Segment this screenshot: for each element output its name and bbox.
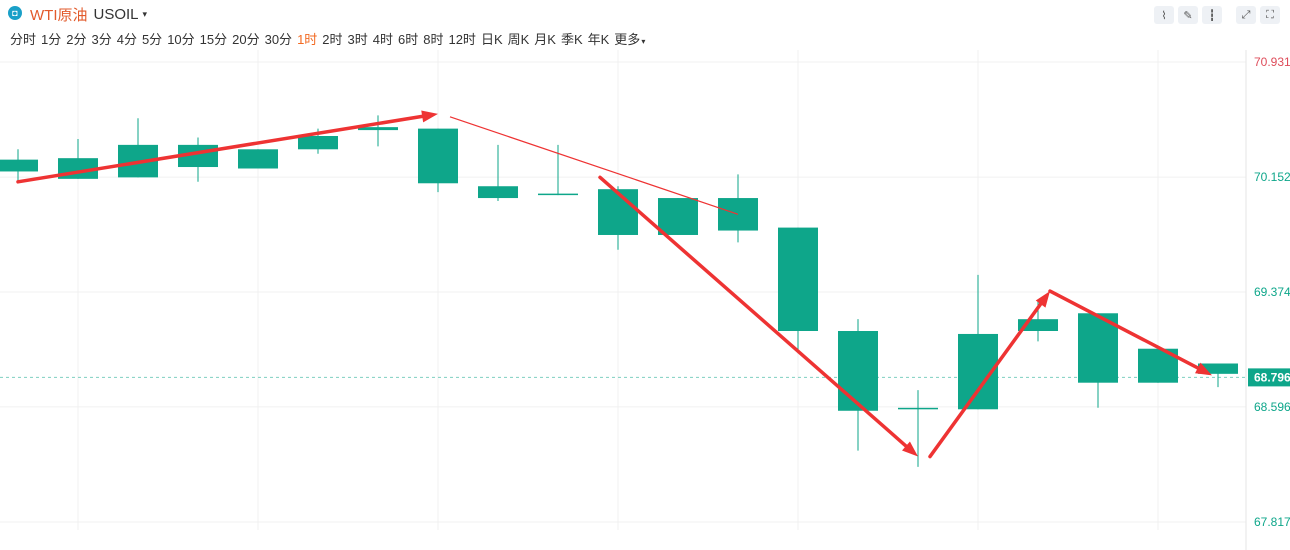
fullscreen-icon[interactable]: ⛶	[1260, 6, 1280, 24]
chart-header: ◘ WTI原油 USOIL ▾ 分时 1分 2分 3分 4分 5分 10分 15分 20分 30分…	[0, 0, 1290, 50]
period-tab[interactable]: 季K	[560, 32, 583, 47]
period-tab[interactable]: 8时	[423, 32, 444, 47]
annotation-arrow-head	[421, 110, 438, 123]
period-tab[interactable]: 6时	[398, 32, 419, 47]
period-tab[interactable]: 1时	[297, 32, 318, 47]
candle-type-icon[interactable]: ┇	[1202, 6, 1222, 24]
candle-body	[1198, 363, 1238, 374]
chevron-down-icon: ▾	[641, 37, 646, 46]
y-axis-tick-label: 67.817	[1254, 515, 1290, 529]
candle-body	[418, 128, 458, 184]
candle-body	[238, 149, 278, 169]
toolbar: ⌇ ✎ ┇ ⤢ ⛶	[1150, 6, 1280, 24]
current-price-label: 68.796	[1254, 370, 1290, 384]
y-axis-tick-label: 70.931	[1254, 55, 1290, 69]
y-axis-tick-label: 68.596	[1254, 400, 1290, 414]
period-tab[interactable]: 周K	[507, 32, 530, 47]
y-axis-tick-label: 69.374	[1254, 285, 1290, 299]
draw-pen-icon[interactable]: ✎	[1178, 6, 1198, 24]
annotation-arrow-shaft	[16, 114, 424, 184]
candle-body	[538, 193, 578, 196]
instrument-name: WTI原油	[30, 6, 88, 24]
period-tabs: 分时 1分 2分 3分 4分 5分 10分 15分 20分 30分 1时 2时 3时 4时 6时 8时 12时日…	[10, 29, 650, 48]
period-tab[interactable]: 更多▾	[614, 32, 646, 47]
period-tab[interactable]: 3时	[347, 32, 368, 47]
annotation-arrow-shaft	[928, 302, 1043, 459]
candle-body	[838, 330, 878, 411]
annotation-arrow-shaft	[1048, 289, 1200, 370]
period-tab[interactable]: 日K	[480, 32, 503, 47]
annotation-arrow-shaft	[598, 175, 908, 448]
chevron-down-icon: ▾	[142, 8, 148, 19]
candle-body	[1018, 319, 1058, 331]
candle-body	[298, 136, 338, 150]
annotation-line	[449, 116, 739, 215]
period-tab[interactable]: 月K	[534, 32, 556, 47]
instrument-logo-icon: ◘	[8, 6, 22, 20]
period-tab[interactable]: 30分	[264, 32, 293, 47]
candle-body	[598, 189, 638, 235]
instrument-ticker: USOIL	[93, 5, 139, 23]
period-tab[interactable]: 4时	[372, 32, 393, 47]
candle-body	[478, 186, 518, 199]
candle-body	[658, 198, 698, 235]
period-tab[interactable]: 1分	[41, 32, 62, 47]
instrument-selector[interactable]: WTI原油 USOIL ▾	[30, 4, 147, 24]
period-tab[interactable]: 2时	[322, 32, 343, 47]
candlestick-chart[interactable]: 70.931 70.152 69.374 68.596 67.817 68.796	[0, 50, 1290, 550]
candle-body	[898, 407, 938, 410]
candle-body	[358, 127, 398, 131]
period-tab[interactable]: 4分	[116, 32, 137, 47]
period-tab[interactable]: 15分	[199, 32, 228, 47]
period-tab[interactable]: 分时	[10, 32, 37, 47]
period-tab[interactable]: 20分	[232, 32, 260, 47]
candle-body	[778, 227, 818, 331]
period-tab[interactable]: 5分	[141, 32, 163, 47]
y-axis-tick-label: 70.152	[1254, 170, 1290, 184]
period-tab[interactable]: 12时	[448, 32, 476, 47]
current-price-tag	[1248, 368, 1290, 387]
line-chart-icon[interactable]: ⌇	[1154, 6, 1174, 24]
candle-body	[0, 159, 38, 172]
annotation-arrow-head	[902, 441, 918, 457]
period-tab[interactable]: 10分	[167, 32, 195, 47]
period-tab[interactable]: 2分	[66, 32, 87, 47]
annotation-arrow-head	[1035, 291, 1050, 308]
expand-icon[interactable]: ⤢	[1236, 6, 1256, 24]
period-tab[interactable]: 年K	[587, 32, 610, 47]
annotation-arrow-head	[1195, 362, 1212, 376]
period-tab[interactable]: 3分	[91, 32, 112, 47]
